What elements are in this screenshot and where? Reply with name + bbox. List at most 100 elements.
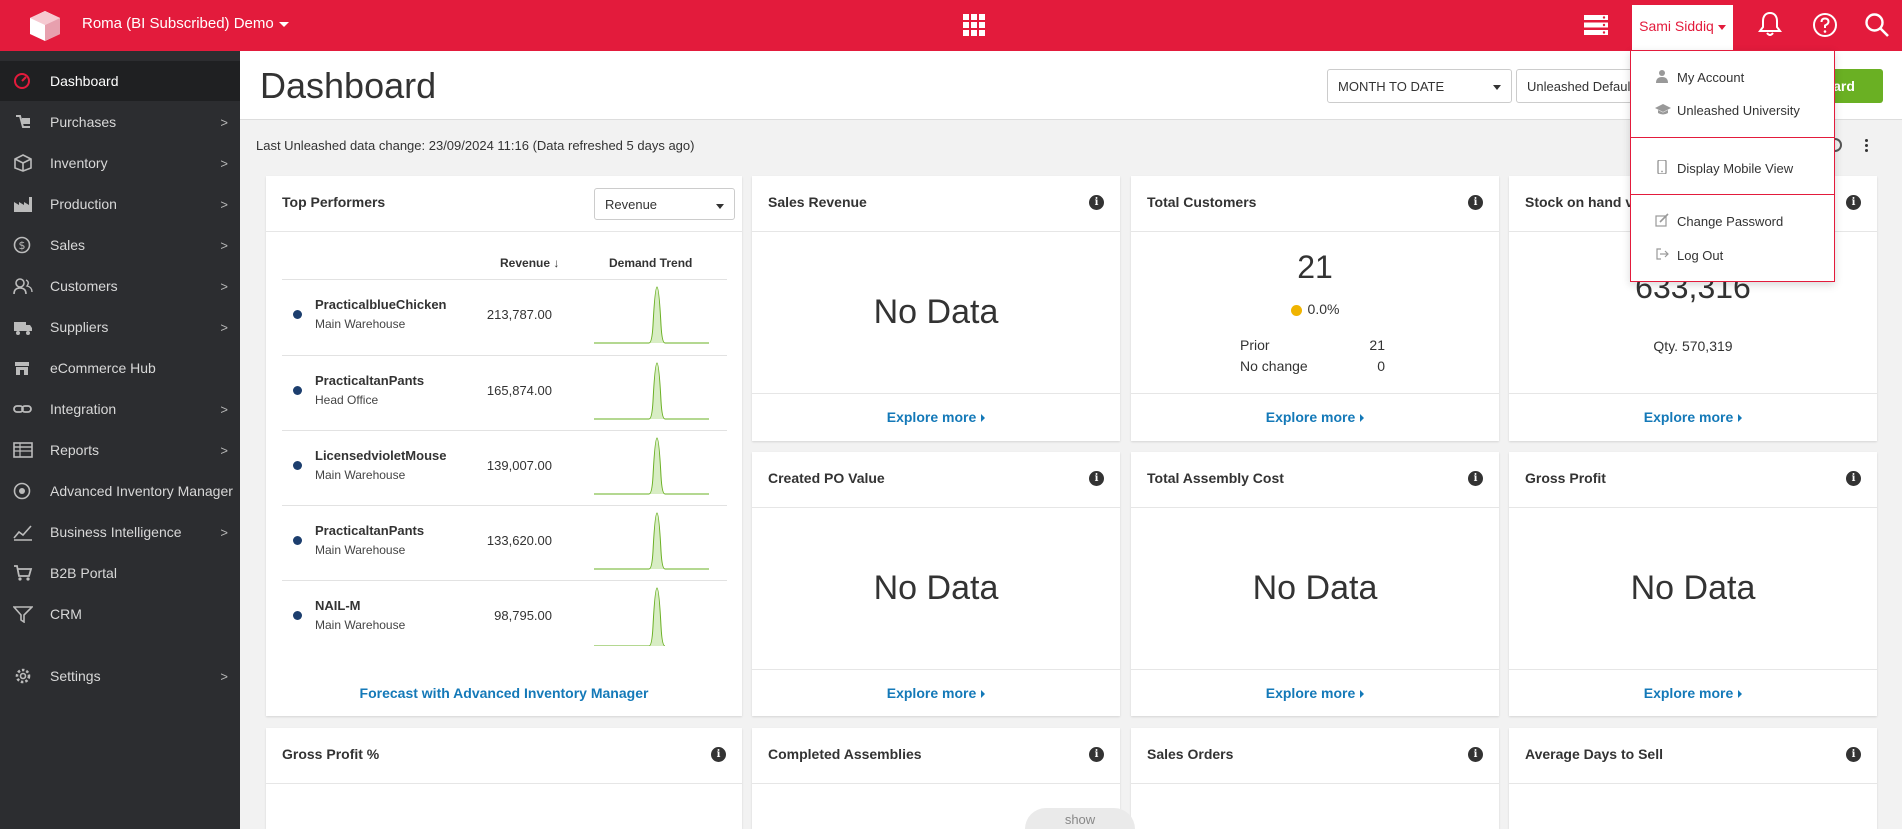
company-switcher[interactable]: Roma (BI Subscribed) Demo <box>82 15 289 32</box>
sidebar-item-dashboard[interactable]: Dashboard <box>0 61 240 101</box>
sidebar-item-label: Dashboard <box>50 73 119 89</box>
info-icon[interactable]: i <box>1846 195 1861 210</box>
chevron-down-icon <box>1717 24 1726 30</box>
table-row[interactable]: PracticaltanPants Head Office 165,874.00 <box>282 355 727 430</box>
sidebar-item-integration[interactable]: Integration > <box>0 389 240 429</box>
sort-down-icon: ↓ <box>553 256 560 270</box>
show-panel-tab[interactable]: show <box>1025 808 1135 829</box>
card-title: Gross Profit % <box>282 746 380 762</box>
demand-trend-sparkline <box>594 437 709 495</box>
menu-item-label: Change Password <box>1677 214 1784 229</box>
sidebar-item-aim[interactable]: Advanced Inventory Manager <box>0 471 240 511</box>
apps-grid-icon[interactable] <box>963 14 987 36</box>
graduation-cap-icon <box>1655 104 1671 115</box>
explore-more-link[interactable]: Explore more <box>1131 685 1499 701</box>
info-icon[interactable]: i <box>1089 747 1104 762</box>
card-title: Top Performers <box>282 194 386 210</box>
menu-item-my-account[interactable]: My Account <box>1631 62 1834 92</box>
bell-icon[interactable] <box>1758 11 1782 37</box>
info-icon[interactable]: i <box>1846 747 1861 762</box>
card-title: Stock on hand va <box>1525 194 1641 210</box>
menu-item-log-out[interactable]: Log Out <box>1631 240 1834 270</box>
sidebar-item-label: Business Intelligence <box>50 524 182 540</box>
info-icon[interactable]: i <box>1468 747 1483 762</box>
date-range-select[interactable]: MONTH TO DATE <box>1327 69 1512 103</box>
link-label: Explore more <box>1643 409 1734 425</box>
menu-item-display-mobile-view[interactable]: Display Mobile View <box>1631 153 1834 183</box>
production-icon <box>14 197 32 212</box>
sidebar-item-sales[interactable]: $ Sales > <box>0 225 240 265</box>
change-percent: 0.0% <box>1307 301 1340 317</box>
chevron-right-icon: > <box>220 156 228 171</box>
info-icon[interactable]: i <box>1089 195 1104 210</box>
info-icon[interactable]: i <box>1846 471 1861 486</box>
no-data-text: No Data <box>873 569 999 607</box>
explore-more-link[interactable]: Explore more <box>1509 409 1877 425</box>
explore-more-link[interactable]: Explore more <box>1131 409 1499 425</box>
help-icon[interactable] <box>1812 12 1838 38</box>
caret-right-icon <box>1360 414 1365 423</box>
suppliers-icon <box>14 322 32 335</box>
server-icon[interactable] <box>1583 14 1609 36</box>
revenue-value: 133,620.00 <box>486 533 552 548</box>
logo-icon[interactable] <box>28 10 62 42</box>
table-row[interactable]: PracticaltanPants Main Warehouse 133,620… <box>282 505 727 580</box>
sidebar-item-suppliers[interactable]: Suppliers > <box>0 307 240 347</box>
explore-more-link[interactable]: Explore more <box>752 409 1120 425</box>
customer-count: 21 <box>1297 249 1333 285</box>
sidebar-item-label: Settings <box>50 668 101 684</box>
chevron-right-icon: > <box>220 279 228 294</box>
metric-select[interactable]: Revenue <box>594 188 735 220</box>
card-title: Completed Assemblies <box>768 746 922 762</box>
sidebar-item-purchases[interactable]: Purchases > <box>0 102 240 142</box>
search-icon[interactable] <box>1864 12 1890 38</box>
revenue-value: 165,874.00 <box>486 383 552 398</box>
gross-profit-card: Gross Profit i No Data Explore more <box>1509 452 1877 716</box>
link-label: Explore more <box>886 685 977 701</box>
no-change-label: No change <box>1240 358 1308 374</box>
sidebar-item-reports[interactable]: Reports > <box>0 430 240 470</box>
chevron-right-icon: > <box>220 238 228 253</box>
sidebar-item-label: Purchases <box>50 114 117 130</box>
user-name: Sami Siddiq <box>1639 18 1714 34</box>
demand-trend-sparkline <box>594 512 709 570</box>
menu-item-change-password[interactable]: Change Password <box>1631 206 1834 236</box>
no-change-value: 0 <box>1377 358 1385 374</box>
table-row[interactable]: LicensedvioletMouse Main Warehouse 139,0… <box>282 430 727 505</box>
sidebar-item-label: Customers <box>50 278 118 294</box>
forecast-aim-link[interactable]: Forecast with Advanced Inventory Manager <box>359 685 649 701</box>
column-label: Revenue <box>500 256 551 270</box>
prior-value: 21 <box>1369 337 1385 353</box>
menu-item-label: Log Out <box>1677 248 1724 263</box>
sidebar-item-inventory[interactable]: Inventory > <box>0 143 240 183</box>
info-icon[interactable]: i <box>711 747 726 762</box>
sidebar-item-customers[interactable]: Customers > <box>0 266 240 306</box>
more-options-icon[interactable] <box>1864 138 1870 154</box>
table-row[interactable]: NAIL-M Main Warehouse 98,795.00 <box>282 580 727 655</box>
explore-more-link[interactable]: Explore more <box>1509 685 1877 701</box>
link-label: Explore more <box>1643 685 1734 701</box>
info-icon[interactable]: i <box>1468 471 1483 486</box>
table-row[interactable]: PracticalblueChicken Main Warehouse 213,… <box>282 280 727 355</box>
sidebar-item-ecommerce[interactable]: eCommerce Hub <box>0 348 240 388</box>
sidebar-item-label: Production <box>50 196 117 212</box>
chevron-down-icon <box>716 204 724 209</box>
explore-more-link[interactable]: Explore more <box>752 685 1120 701</box>
info-icon[interactable]: i <box>1468 195 1483 210</box>
column-header-revenue[interactable]: Revenue ↓ <box>500 256 559 270</box>
sidebar-item-production[interactable]: Production > <box>0 184 240 224</box>
sidebar-item-crm[interactable]: CRM <box>0 594 240 634</box>
sidebar-item-b2b-portal[interactable]: B2B Portal <box>0 553 240 593</box>
date-range-value: MONTH TO DATE <box>1338 79 1445 94</box>
sidebar-item-bi[interactable]: Business Intelligence > <box>0 512 240 552</box>
sidebar-item-settings[interactable]: Settings > <box>0 656 240 696</box>
card-title: Gross Profit <box>1525 470 1606 486</box>
change-indicator: 0.0% <box>1131 301 1499 317</box>
aim-icon <box>13 482 31 500</box>
info-icon[interactable]: i <box>1089 471 1104 486</box>
cart-icon <box>14 565 33 581</box>
warehouse-name: Main Warehouse <box>315 317 406 331</box>
menu-item-unleashed-university[interactable]: Unleashed University <box>1631 95 1834 125</box>
page-title: Dashboard <box>260 65 437 106</box>
user-menu-button[interactable]: Sami Siddiq <box>1631 4 1734 51</box>
